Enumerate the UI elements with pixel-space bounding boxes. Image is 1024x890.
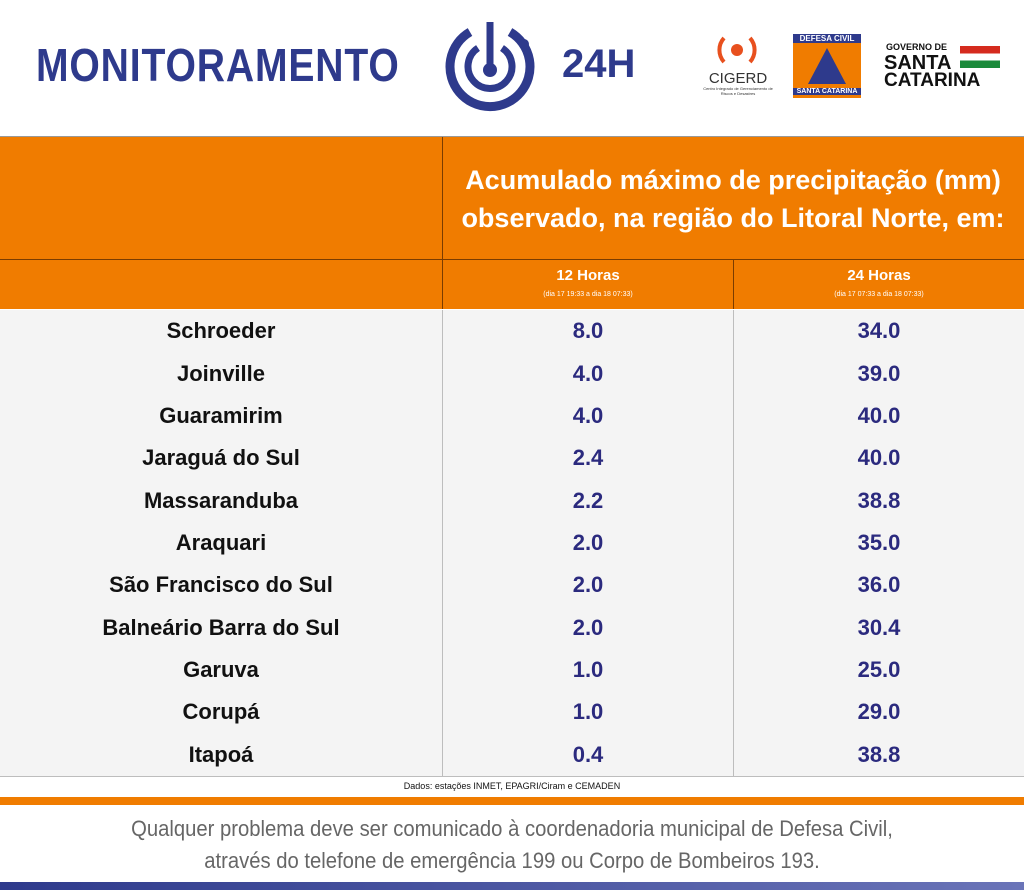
divider (733, 521, 734, 565)
divider (442, 437, 443, 480)
column-label: 12 Horas (556, 266, 620, 284)
value-12h: 2.4 (572, 445, 604, 471)
value-24h: 34.0 (857, 318, 901, 344)
value-12h: 4.0 (572, 360, 604, 386)
gov-bottom: CATARINA (884, 70, 981, 91)
value-24h: 40.0 (857, 402, 901, 428)
value-24h: 25.0 (857, 657, 901, 683)
table-header-bg (0, 137, 1024, 309)
gov-mid: SANTA (884, 52, 952, 74)
value-12h: 2.0 (572, 572, 604, 598)
cigerd-sub: Centro Integrado de Gerenciamento de Ris… (703, 86, 773, 96)
gov-flag (960, 46, 1000, 68)
divider (442, 352, 443, 395)
value-12h: 4.0 (572, 402, 604, 428)
divider (442, 606, 443, 649)
footer-line: Qualquer problema deve ser comunicado à … (131, 816, 893, 841)
logo-icon (445, 22, 535, 112)
cigerd-name: CIGERD (708, 70, 768, 87)
divider (733, 564, 734, 607)
city-name: São Francisco do Sul (109, 572, 333, 598)
cigerd-icon (717, 36, 757, 64)
column-label: 24 Horas (847, 266, 911, 284)
city-name: Corupá (182, 699, 260, 725)
value-12h: 1.0 (572, 657, 604, 683)
divider (442, 137, 443, 309)
table-row (0, 521, 1024, 566)
bottom-band (0, 882, 1024, 890)
divider (733, 479, 734, 522)
city-name: Schroeder (166, 318, 276, 344)
city-name: Massaranduba (143, 487, 299, 513)
divider (733, 394, 734, 438)
value-12h: 2.0 (572, 614, 604, 640)
table-row (0, 352, 1024, 396)
value-12h: 2.2 (572, 487, 604, 513)
table-title: Acumulado máximo de precipitação (mm) ob… (461, 165, 1005, 233)
city-name: Garuva (183, 657, 259, 683)
divider (442, 564, 443, 607)
city-name: Guaramirim (159, 402, 283, 428)
divider (442, 733, 443, 776)
value-24h: 38.8 (857, 741, 901, 767)
divider (733, 259, 734, 309)
city-name: Jaraguá do Sul (142, 445, 300, 471)
divider (442, 648, 443, 692)
value-24h: 30.4 (857, 614, 901, 640)
header (0, 0, 1024, 137)
orange-band (0, 797, 1024, 805)
source-note: Dados: estações INMET, EPAGRI/Ciram e CE… (403, 781, 621, 791)
divider (733, 606, 734, 649)
city-name: Balneário Barra do Sul (102, 614, 340, 640)
city-name: Joinville (176, 360, 266, 386)
divider (442, 479, 443, 522)
city-name: Araquari (175, 529, 267, 555)
footer-line: através do telefone de emergência 199 ou… (204, 848, 820, 873)
column-period: (dia 17 19:33 a dia 18 07:33) (543, 290, 633, 298)
value-24h: 36.0 (857, 572, 901, 598)
divider (733, 648, 734, 692)
value-12h: 8.0 (572, 318, 604, 344)
divider (733, 310, 734, 353)
value-12h: 0.4 (572, 741, 604, 767)
value-12h: 1.0 (572, 699, 604, 725)
header-badge: 24H (562, 42, 636, 86)
divider (442, 394, 443, 438)
city-name: Itapoá (188, 741, 254, 767)
value-24h: 35.0 (857, 529, 901, 555)
column-period: (dia 17 07:33 a dia 18 07:33) (834, 290, 924, 298)
divider (733, 352, 734, 395)
divider (733, 437, 734, 480)
divider (733, 733, 734, 776)
table-row (0, 691, 1024, 735)
value-12h: 2.0 (572, 529, 604, 555)
defesa-triangle (808, 48, 846, 84)
value-24h: 39.0 (857, 360, 901, 386)
header-title: MONITORAMENTO (36, 39, 400, 91)
value-24h: 29.0 (857, 699, 901, 725)
value-24h: 38.8 (857, 487, 901, 513)
value-24h: 40.0 (857, 445, 901, 471)
divider (733, 691, 734, 734)
divider (442, 310, 443, 353)
gov-top: GOVERNO DE (886, 42, 948, 52)
divider (0, 259, 1024, 260)
divider (442, 691, 443, 734)
defesa-top: DEFESA CIVIL (793, 34, 861, 43)
table-row (0, 733, 1024, 777)
divider (442, 521, 443, 565)
defesa-bottom: SANTA CATARINA (793, 88, 861, 95)
table-row (0, 394, 1024, 439)
